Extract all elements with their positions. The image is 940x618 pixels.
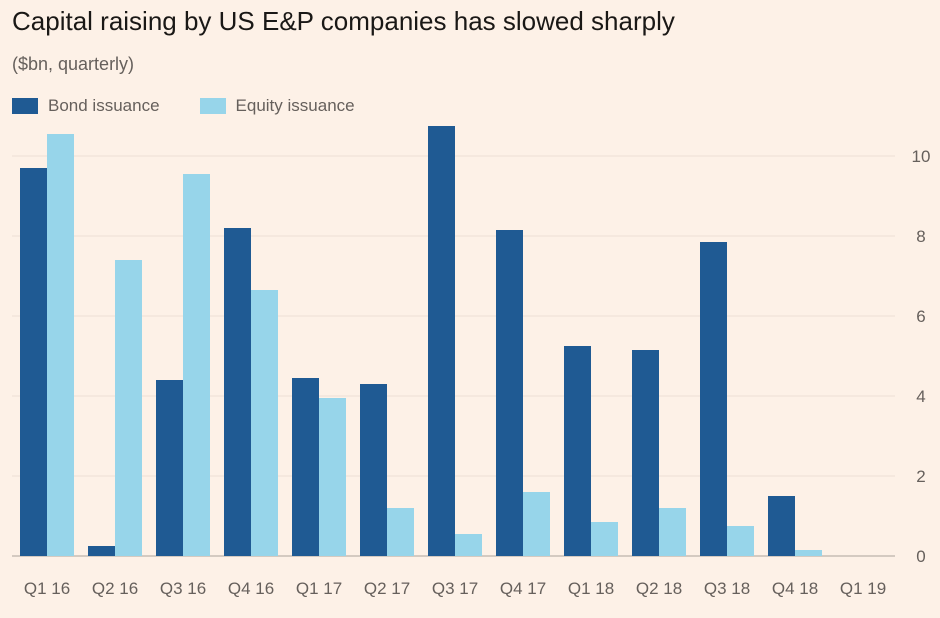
bar-equity-issuance <box>47 134 74 556</box>
y-tick-label: 4 <box>916 387 925 406</box>
x-tick-label: Q3 17 <box>432 579 478 598</box>
bar-equity-issuance <box>523 492 550 556</box>
chart-legend: Bond issuance Equity issuance <box>12 96 395 116</box>
bar-bond-issuance <box>156 380 183 556</box>
x-tick-label: Q2 17 <box>364 579 410 598</box>
x-tick-label: Q1 16 <box>24 579 70 598</box>
x-tick-label: Q1 18 <box>568 579 614 598</box>
y-tick-label: 6 <box>916 307 925 326</box>
x-tick-label: Q4 17 <box>500 579 546 598</box>
chart-title: Capital raising by US E&P companies has … <box>12 6 675 36</box>
x-tick-label: Q1 17 <box>296 579 342 598</box>
bar-bond-issuance <box>292 378 319 556</box>
bar-bond-issuance <box>700 242 727 556</box>
bar-bond-issuance <box>496 230 523 556</box>
chart-subtitle: ($bn, quarterly) <box>12 54 135 74</box>
y-tick-label: 10 <box>912 147 931 166</box>
y-tick-label: 0 <box>916 547 925 566</box>
bar-bond-issuance <box>224 228 251 556</box>
bar-equity-issuance <box>115 260 142 556</box>
legend-item-equity: Equity issuance <box>199 96 355 116</box>
x-tick-label: Q4 16 <box>228 579 274 598</box>
bar-equity-issuance <box>591 522 618 556</box>
x-tick-label: Q4 18 <box>772 579 818 598</box>
legend-label-bond: Bond issuance <box>48 96 160 115</box>
bar-bond-issuance <box>632 350 659 556</box>
legend-swatch-bond <box>12 98 38 114</box>
y-tick-label: 2 <box>916 467 925 486</box>
x-tick-label: Q3 18 <box>704 579 750 598</box>
bar-bond-issuance <box>564 346 591 556</box>
x-tick-label: Q3 16 <box>160 579 206 598</box>
legend-item-bond: Bond issuance <box>12 96 160 116</box>
bar-equity-issuance <box>251 290 278 556</box>
x-tick-label: Q2 16 <box>92 579 138 598</box>
bar-equity-issuance <box>659 508 686 556</box>
bar-bond-issuance <box>20 168 47 556</box>
legend-label-equity: Equity issuance <box>235 96 355 115</box>
bar-equity-issuance <box>727 526 754 556</box>
legend-swatch-equity <box>199 98 226 114</box>
bar-equity-issuance <box>455 534 482 556</box>
x-tick-label: Q2 18 <box>636 579 682 598</box>
bar-bond-issuance <box>360 384 387 556</box>
bar-equity-issuance <box>387 508 414 556</box>
bar-bond-issuance <box>428 126 455 556</box>
bar-equity-issuance <box>795 550 822 556</box>
y-tick-label: 8 <box>916 227 925 246</box>
x-tick-label: Q1 19 <box>840 579 886 598</box>
bar-bond-issuance <box>768 496 795 556</box>
bar-equity-issuance <box>319 398 346 556</box>
bar-bond-issuance <box>88 546 115 556</box>
bar-equity-issuance <box>183 174 210 556</box>
